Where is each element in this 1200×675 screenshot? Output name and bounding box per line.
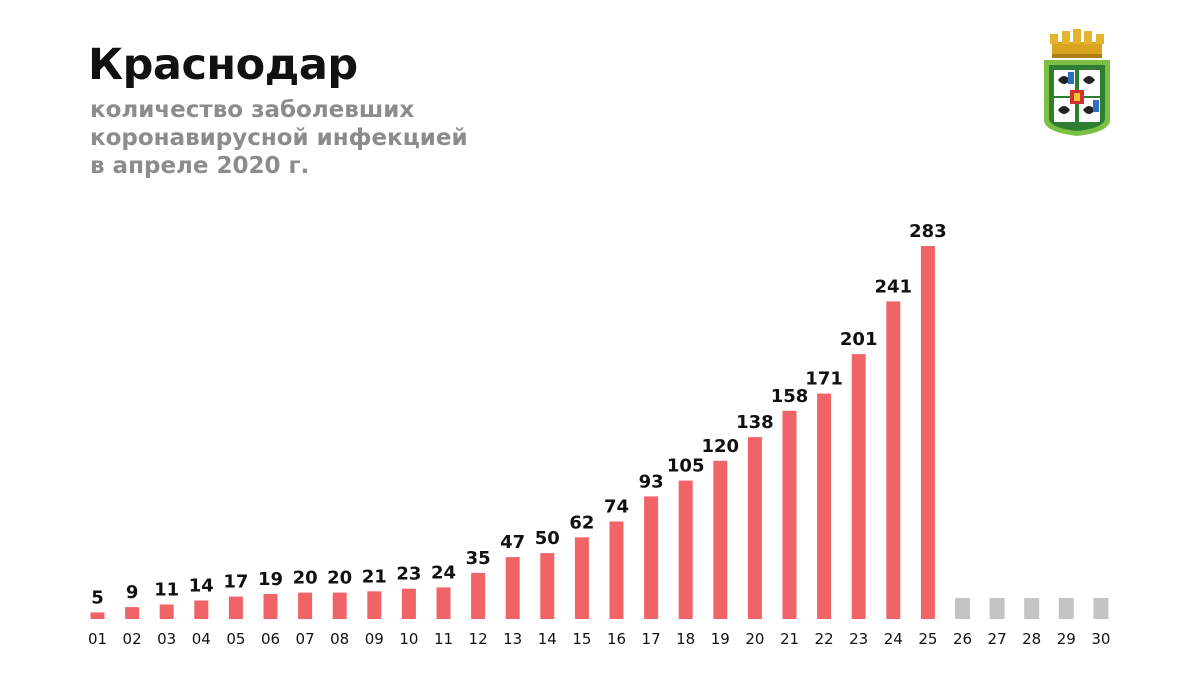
value-label-21: 158 — [771, 386, 809, 407]
x-tick-label-19: 19 — [711, 630, 730, 648]
bar-empty-27 — [989, 598, 1005, 619]
chart-subtitle: количество заболевших коронавирусной инф… — [90, 96, 550, 180]
bar-10 — [401, 588, 416, 619]
bar-07 — [298, 592, 313, 619]
bar-01 — [90, 612, 105, 619]
krasnodar-coat-of-arms-icon — [1044, 29, 1110, 136]
bar-empty-26 — [955, 598, 970, 619]
bar-08 — [332, 592, 347, 619]
bar-15 — [574, 537, 589, 619]
value-label-04: 14 — [189, 576, 214, 597]
value-label-13: 47 — [500, 532, 525, 553]
value-label-16: 74 — [604, 497, 629, 518]
bar-12 — [471, 572, 486, 619]
bar-02 — [125, 607, 140, 619]
bar-09 — [367, 591, 382, 619]
value-label-23: 201 — [840, 329, 878, 350]
bar-20 — [747, 437, 762, 619]
bar-16 — [609, 521, 624, 619]
value-label-20: 138 — [736, 412, 774, 433]
x-tick-label-22: 22 — [815, 630, 834, 648]
bar-19 — [713, 460, 728, 619]
x-tick-label-21: 21 — [780, 630, 799, 648]
value-label-19: 120 — [702, 436, 740, 457]
x-tick-label-02: 02 — [123, 630, 142, 648]
subtitle-line-1: количество заболевших — [90, 97, 415, 123]
bar-empty-30 — [1093, 598, 1109, 619]
x-tick-label-18: 18 — [676, 630, 695, 648]
bar-13 — [505, 557, 520, 619]
bars-group — [90, 246, 1109, 619]
x-tick-label-14: 14 — [538, 630, 557, 648]
value-label-01: 5 — [91, 587, 104, 608]
value-label-12: 35 — [466, 548, 491, 569]
x-tick-label-13: 13 — [503, 630, 522, 648]
bar-18 — [678, 480, 693, 619]
x-tick-label-24: 24 — [884, 630, 903, 648]
x-tick-labels-group: 01 02 03 04 05 06 07 08 09 10 11 12 13 14 15 16 17 18 19 20… — [88, 630, 1110, 648]
x-tick-label-29: 29 — [1057, 630, 1076, 648]
value-label-05: 17 — [223, 572, 248, 593]
chart-title: Краснодар — [88, 40, 358, 90]
x-tick-label-27: 27 — [988, 630, 1007, 648]
x-tick-label-25: 25 — [918, 630, 937, 648]
x-tick-label-12: 12 — [469, 630, 488, 648]
value-label-03: 11 — [154, 580, 179, 601]
value-label-25: 283 — [909, 221, 947, 242]
bar-17 — [644, 496, 659, 619]
x-tick-label-17: 17 — [642, 630, 661, 648]
bar-11 — [436, 587, 451, 619]
value-label-10: 23 — [396, 564, 421, 585]
value-label-18: 105 — [667, 456, 705, 477]
x-tick-label-06: 06 — [261, 630, 280, 648]
bar-05 — [228, 596, 243, 619]
x-tick-label-16: 16 — [607, 630, 626, 648]
x-tick-label-09: 09 — [365, 630, 384, 648]
value-label-17: 93 — [639, 471, 664, 492]
x-tick-label-10: 10 — [399, 630, 418, 648]
x-tick-label-08: 08 — [330, 630, 349, 648]
x-tick-label-20: 20 — [745, 630, 764, 648]
x-tick-label-30: 30 — [1091, 630, 1110, 648]
bar-empty-29 — [1058, 598, 1074, 619]
x-tick-label-26: 26 — [953, 630, 972, 648]
value-label-22: 171 — [805, 369, 843, 390]
x-tick-label-15: 15 — [572, 630, 591, 648]
bar-14 — [540, 553, 555, 619]
bar-22 — [817, 393, 832, 619]
value-label-09: 21 — [362, 566, 387, 587]
value-label-02: 9 — [126, 582, 139, 603]
bar-24 — [886, 301, 901, 619]
subtitle-line-3: в апреле 2020 г. — [90, 153, 310, 179]
x-tick-label-03: 03 — [157, 630, 176, 648]
value-label-07: 20 — [293, 568, 318, 589]
x-tick-label-07: 07 — [296, 630, 315, 648]
value-label-24: 241 — [875, 276, 913, 297]
bar-empty-28 — [1024, 598, 1040, 619]
value-label-06: 19 — [258, 569, 283, 590]
x-tick-label-23: 23 — [849, 630, 868, 648]
bar-21 — [782, 410, 797, 619]
value-label-08: 20 — [327, 568, 352, 589]
bar-04 — [194, 600, 209, 619]
bar-23 — [851, 354, 866, 619]
x-tick-label-05: 05 — [226, 630, 245, 648]
bar-25 — [920, 246, 935, 619]
bar-03 — [159, 604, 174, 619]
value-label-11: 24 — [431, 562, 456, 583]
x-tick-label-04: 04 — [192, 630, 211, 648]
bar-06 — [263, 594, 278, 619]
x-tick-label-01: 01 — [88, 630, 107, 648]
value-label-14: 50 — [535, 528, 560, 549]
value-label-15: 62 — [569, 512, 594, 533]
subtitle-line-2: коронавирусной инфекцией — [90, 125, 468, 151]
x-tick-label-11: 11 — [434, 630, 453, 648]
x-tick-label-28: 28 — [1022, 630, 1041, 648]
